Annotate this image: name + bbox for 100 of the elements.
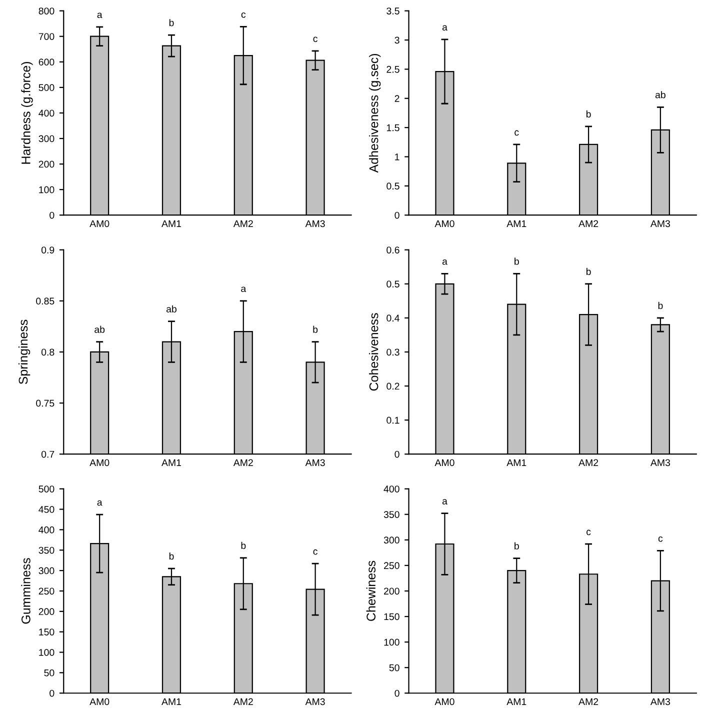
y-tick-label: 500 <box>38 486 54 492</box>
annotation: a <box>442 259 448 265</box>
y-tick-label: 200 <box>38 608 54 616</box>
annotation: ab <box>655 91 666 98</box>
y-tick-label: 2.5 <box>386 66 400 73</box>
annotation: c <box>586 530 591 536</box>
annotation: b <box>169 19 174 26</box>
y-tick-label: 250 <box>38 588 54 595</box>
annotation: b <box>241 542 246 550</box>
x-tick-label: AM3 <box>650 459 670 466</box>
x-tick-label: AM3 <box>305 459 325 466</box>
y-tick-label: 1.5 <box>386 124 400 132</box>
x-tick-label: AM1 <box>506 459 526 466</box>
annotation: b <box>169 552 174 560</box>
annotation: a <box>97 12 102 18</box>
x-tick-label: AM3 <box>305 220 325 228</box>
y-tick-label: 1 <box>395 154 400 160</box>
y-tick-label: 250 <box>384 562 400 570</box>
y-tick-label: 700 <box>38 33 54 40</box>
y-tick-label: 400 <box>38 110 54 117</box>
y-tick-label: 0 <box>394 212 400 219</box>
y-tick-label: 0 <box>394 450 400 458</box>
y-tick-label: 200 <box>38 160 54 168</box>
y-tick-label: 3 <box>394 36 400 44</box>
y-tick-label: 0.9 <box>41 246 54 254</box>
y-tick-label: 400 <box>384 486 400 492</box>
y-tick-label: 150 <box>384 613 400 620</box>
y-tick-label: 300 <box>38 567 54 574</box>
y-axis-title: Chewiness <box>366 560 376 621</box>
y-tick-label: 150 <box>39 628 54 636</box>
y-tick-label: 0.6 <box>386 246 400 254</box>
annotation: b <box>514 542 519 550</box>
y-axis-title: Adhesiveness (g.sec) <box>369 54 381 173</box>
annotation: c <box>313 36 318 42</box>
y-tick-label: 50 <box>389 664 400 672</box>
annotation: a <box>97 500 102 506</box>
y-tick-label: 0.2 <box>386 382 400 390</box>
y-tick-label: 2 <box>394 95 400 102</box>
y-tick-label: 300 <box>384 536 400 544</box>
y-tick-label: 0.75 <box>36 400 54 407</box>
x-tick-label: AM1 <box>162 459 182 466</box>
x-tick-label: AM0 <box>90 698 110 706</box>
y-tick-label: 450 <box>38 506 54 513</box>
annotation: ab <box>94 326 105 333</box>
y-tick-label: 0 <box>50 690 54 697</box>
y-tick-label: 0.85 <box>36 298 54 305</box>
x-tick-label: AM0 <box>90 459 110 466</box>
y-tick-label: 100 <box>39 186 54 194</box>
x-tick-label: AM2 <box>578 220 598 228</box>
y-axis-title: Cohesiveness <box>369 313 378 391</box>
y-tick-label: 350 <box>384 511 400 518</box>
x-tick-label: AM2 <box>233 698 253 706</box>
x-tick-label: AM0 <box>434 220 454 228</box>
annotation: b <box>514 258 519 265</box>
y-tick-label: 3.5 <box>386 8 400 14</box>
y-tick-label: 400 <box>38 526 54 534</box>
x-tick-label: AM3 <box>305 698 325 706</box>
x-tick-label: AM0 <box>434 459 454 466</box>
x-tick-label: AM0 <box>434 698 454 706</box>
y-tick-label: 100 <box>39 649 54 656</box>
x-tick-label: AM1 <box>162 698 182 706</box>
annotation: b <box>313 326 318 333</box>
annotation: c <box>241 12 246 18</box>
x-tick-label: AM2 <box>578 698 598 706</box>
y-tick-label: 800 <box>38 8 54 14</box>
y-tick-label: 0.1 <box>386 416 400 424</box>
annotation: b <box>586 110 591 118</box>
annotation: c <box>658 536 663 542</box>
x-tick-label: AM0 <box>90 220 110 228</box>
y-axis-title: Springiness <box>18 320 30 384</box>
y-axis-title: Hardness (g.force) <box>21 62 33 164</box>
annotation: b <box>586 268 591 276</box>
y-tick-label: 0.8 <box>41 348 54 356</box>
annotation: a <box>442 25 448 31</box>
y-tick-label: 350 <box>38 546 54 554</box>
annotation: c <box>313 549 318 555</box>
y-tick-label: 200 <box>384 588 400 595</box>
y-tick-label: 0.3 <box>386 348 400 356</box>
annotation: ab <box>166 305 176 312</box>
y-tick-label: 100 <box>384 638 400 646</box>
y-axis-title: Gumminess <box>21 558 30 624</box>
annotation: c <box>514 130 519 136</box>
x-tick-label: AM2 <box>233 459 253 466</box>
x-tick-label: AM3 <box>650 220 670 228</box>
y-tick-label: 50 <box>44 669 54 676</box>
y-tick-label: 300 <box>38 135 54 142</box>
y-tick-label: 0.4 <box>386 314 400 322</box>
annotation: a <box>241 286 246 292</box>
y-tick-label: 0 <box>394 690 400 697</box>
y-tick-label: 0.7 <box>41 450 54 458</box>
y-tick-label: 0.5 <box>386 182 400 190</box>
y-tick-label: 500 <box>38 84 54 92</box>
annotation: b <box>658 302 663 310</box>
x-tick-label: AM2 <box>578 459 598 466</box>
x-tick-label: AM1 <box>506 698 526 706</box>
y-tick-label: 0.5 <box>386 280 400 288</box>
y-tick-label: 600 <box>38 58 54 66</box>
x-tick-label: AM1 <box>162 220 182 228</box>
x-tick-label: AM3 <box>650 698 670 706</box>
y-tick-label: 0 <box>50 212 54 219</box>
